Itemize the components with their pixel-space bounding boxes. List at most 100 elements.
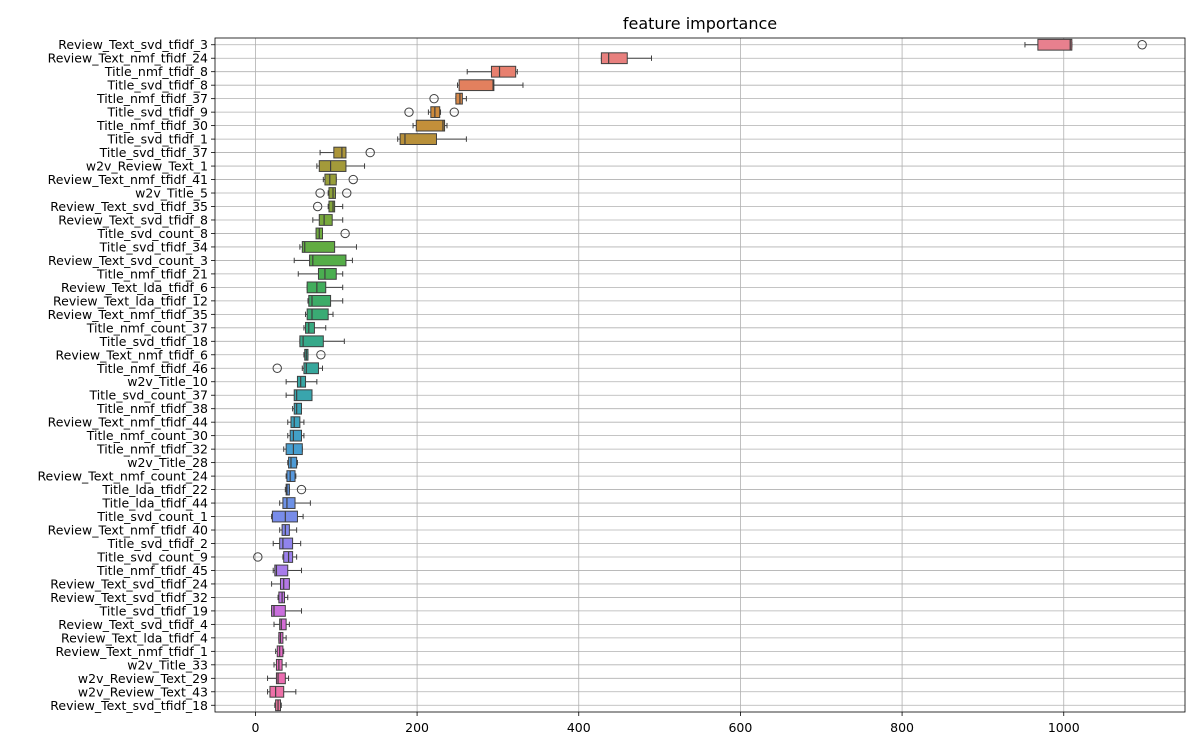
box-iqr [293,389,313,402]
box-iqr [328,200,336,213]
plot-frame [214,37,1186,713]
box-iqr [328,187,336,199]
feature-label: Review_Text_lda_tfidf_6 [61,280,208,295]
feature-label: Review_Text_svd_tfidf_35 [50,199,208,214]
box-Title_nmf_tfidf_30 [412,119,448,132]
box-w2v_Title_33 [273,658,287,671]
outlier-point [253,552,263,562]
feature-label: Title_nmf_tfidf_8 [104,64,208,79]
x-tick-label: 200 [405,720,429,735]
feature-label: Review_Text_svd_tfidf_18 [50,698,208,713]
box-Title_svd_count_37 [285,389,313,402]
box-iqr [288,456,298,469]
box-Title_nmf_tfidf_45 [272,564,302,577]
feature-label: Review_Text_nmf_tfidf_41 [48,172,208,187]
box-Title_svd_tfidf_2 [272,537,302,550]
box-w2v_Title_10 [285,375,318,388]
box-iqr [1037,38,1073,51]
outlier-point [340,228,350,239]
feature-label: Title_nmf_count_37 [86,320,208,335]
feature-label: Review_Text_nmf_count_24 [37,469,208,484]
box-Title_svd_tfidf_37 [319,146,375,159]
feature-label: Title_nmf_tfidf_46 [96,361,208,376]
box-Review_Text_nmf_tfidf_41 [322,173,358,186]
box-iqr [296,375,307,388]
box-iqr [306,308,329,321]
feature-label: Title_nmf_tfidf_30 [96,118,208,133]
feature-label: Review_Text_nmf_tfidf_24 [48,51,208,66]
box-Title_svd_count_9 [253,551,298,563]
outlier-point [348,174,358,185]
box-iqr [333,146,347,159]
feature-label: Title_svd_tfidf_2 [107,536,208,551]
feature-label: Review_Text_svd_tfidf_4 [58,617,208,632]
feature-label: Title_lda_tfidf_44 [101,496,208,511]
feature-label: Review_Text_lda_tfidf_12 [53,293,208,308]
feature-label: Title_nmf_count_30 [86,428,208,443]
box-iqr [279,618,287,631]
box-iqr [308,294,332,307]
box-Title_lda_tfidf_44 [279,497,311,509]
box-Title_lda_tfidf_22 [284,483,307,496]
feature-label: Title_svd_tfidf_34 [99,239,208,254]
box-iqr [282,497,296,509]
feature-label: Title_svd_tfidf_19 [99,603,208,618]
outlier-point [296,484,307,495]
x-tick-label: 1000 [1048,720,1080,735]
box-Review_Text_nmf_tfidf_44 [287,416,305,429]
box-iqr [301,241,336,253]
box-iqr [458,79,495,92]
feature-label: Review_Text_lda_tfidf_4 [61,630,208,645]
feature-label: Review_Text_svd_count_3 [48,253,208,268]
box-Review_Text_lda_tfidf_4 [278,631,287,644]
feature-label: w2v_Title_10 [127,374,208,389]
box-Title_nmf_count_37 [303,321,327,334]
box-Review_Text_nmf_tfidf_24 [600,52,652,65]
box-iqr [279,537,294,550]
feature-label: Title_nmf_tfidf_21 [96,266,208,281]
box-Review_Text_svd_tfidf_3 [1024,38,1147,51]
box-iqr [600,52,628,65]
box-Title_svd_tfidf_8 [457,79,524,92]
grid-lines [215,38,1185,712]
box-Title_svd_tfidf_18 [299,335,345,348]
x-axis-ticks: 0 200 400 600 800 1000 [251,712,1080,735]
box-iqr [317,268,337,280]
box-iqr [490,65,517,78]
outlier-point [272,363,282,373]
box-Review_Text_svd_tfidf_32 [277,591,289,604]
box-iqr [286,470,296,482]
box-Title_nmf_tfidf_37 [429,92,467,105]
box-iqr [269,685,285,698]
feature-label: Review_Text_svd_tfidf_24 [50,576,208,591]
feature-label: w2v_Review_Text_1 [86,159,208,174]
outlier-point [429,93,439,104]
box-Review_Text_svd_tfidf_4 [273,618,290,631]
box-Title_svd_count_1 [271,510,304,523]
box-Review_Text_nmf_count_24 [285,470,297,482]
outlier-point [312,201,323,212]
box-Review_Text_svd_tfidf_35 [312,200,344,213]
box-iqr [290,416,301,429]
box-iqr [285,443,303,456]
x-tick-label: 400 [567,720,591,735]
box-iqr [285,483,290,496]
feature-label: Title_svd_count_8 [96,226,208,241]
feature-label: w2v_Review_Text_43 [78,684,208,699]
box-iqr [279,578,290,590]
box-Review_Text_nmf_tfidf_1 [275,645,285,658]
x-tick-label: 0 [251,720,259,735]
y-axis-labels: Review_Text_svd_tfidf_3Review_Text_nmf_t… [37,37,215,713]
feature-label: Title_svd_tfidf_37 [99,145,208,160]
feature-label: Title_svd_tfidf_8 [107,78,208,93]
box-Title_svd_tfidf_9 [404,106,459,119]
feature-label: Title_svd_count_9 [96,549,208,564]
box-Review_Text_nmf_tfidf_6 [303,348,326,361]
outlier-point [1137,40,1147,50]
box-Title_svd_tfidf_19 [271,605,302,617]
feature-label: Review_Text_nmf_tfidf_44 [48,415,208,430]
box-iqr [318,160,347,172]
feature-label: Review_Text_nmf_tfidf_35 [48,307,208,322]
box-w2v_Review_Text_43 [267,685,297,698]
